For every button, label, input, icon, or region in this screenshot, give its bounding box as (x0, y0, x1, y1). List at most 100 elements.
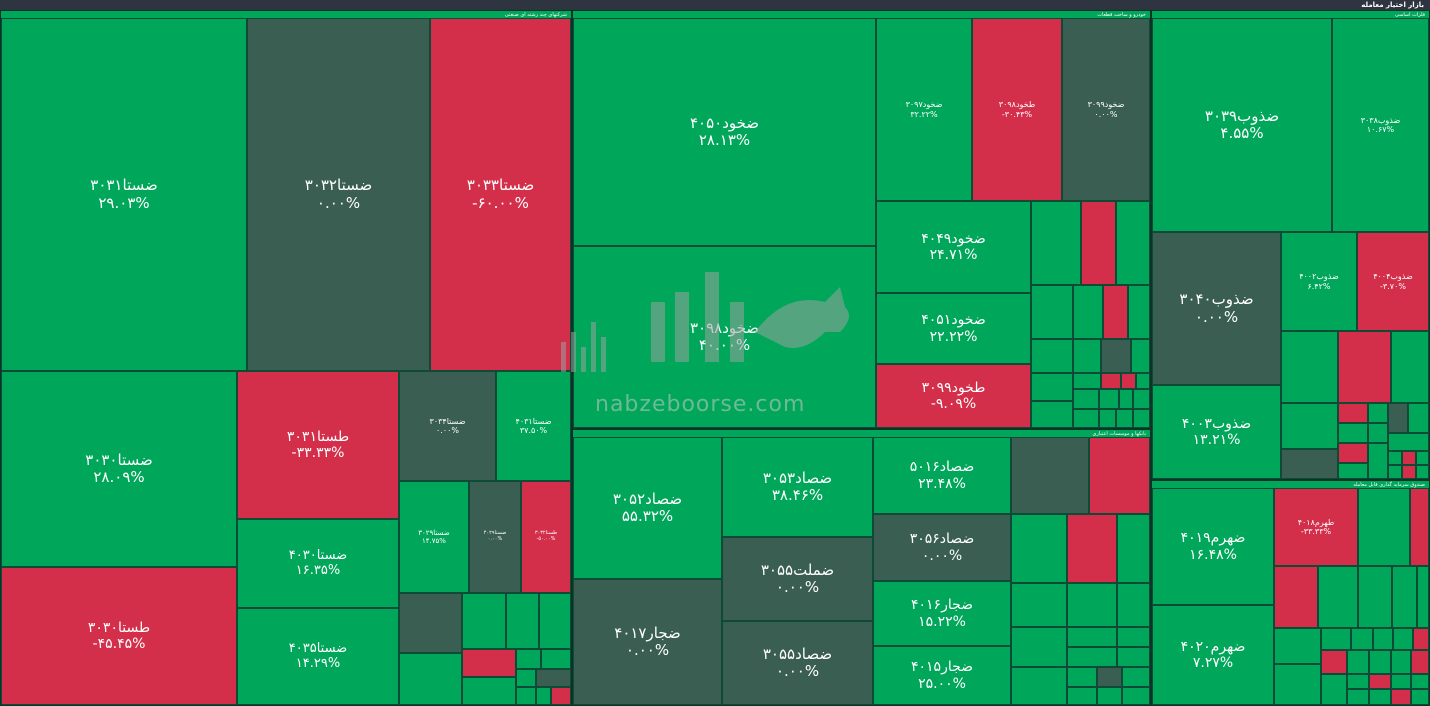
treemap-tile[interactable]: ضستا۳۰۳۳ -۶۰.۰۰% (430, 18, 571, 371)
treemap-tile[interactable]: طستا۳۰۳۲ -۵۰.۰۰% (521, 481, 571, 593)
tile-change: ۲۲.۲۲% (929, 328, 978, 345)
tile-change: ۶.۴۲% (1307, 281, 1331, 291)
treemap-tile[interactable]: ضذوب۳۰۳۸ ۱۰.۶۷% (1332, 18, 1429, 232)
tile-change: -۹.۰۹% (930, 396, 977, 412)
tile-change: ۲۸.۱۳% (698, 131, 751, 149)
treemap-tile[interactable]: ضصاد۵۰۱۶ ۲۳.۴۸% (873, 437, 1011, 514)
treemap-tile[interactable]: ضذوب۴۰۰۳ ۱۳.۲۱% (1152, 385, 1281, 479)
tile-change: -۵۰.۰۰% (536, 536, 556, 542)
tile-symbol: ضستا۳۰۲۹ (418, 528, 450, 537)
tile-change: -۳۳.۳۳% (291, 445, 345, 461)
treemap-tile[interactable]: ضهرم۴۰۲۰ ۷.۲۷% (1152, 605, 1274, 705)
tile-symbol: ضذوب۳۰۳۹ (1204, 106, 1280, 125)
treemap-tile[interactable]: ضذوب۴۰۰۴ -۳.۷۰% (1357, 232, 1429, 331)
treemap-tile[interactable]: ضخود۴۰۴۹ ۲۴.۷۱% (876, 201, 1031, 293)
treemap-tile[interactable]: ضصاد۳۰۵۲ ۵۵.۳۲% (573, 437, 722, 579)
tile-symbol: ضذوب۳۰۴۰ (1179, 290, 1254, 309)
tile-symbol: ضخود۳۰۹۸ (689, 318, 760, 337)
treemap-tile[interactable]: ضستا۳۰۳۲ ۰.۰۰% (247, 18, 430, 371)
tile-change: ۳۸.۴۶% (771, 486, 824, 504)
tile-symbol: ضستا۳۰۳۴ (429, 416, 466, 426)
small-tiles-cluster[interactable] (1281, 331, 1429, 479)
treemap-tile[interactable]: طخود۳۰۹۹ -۹.۰۹% (876, 364, 1031, 428)
treemap-tile[interactable]: ضجار۴۰۱۵ ۲۵.۰۰% (873, 646, 1011, 705)
treemap-tile[interactable]: ضذوب۳۰۴۰ ۰.۰۰% (1152, 232, 1281, 385)
tile-change: ۲۸.۰۹% (93, 468, 145, 486)
treemap-tile[interactable]: ضستا۳۰۲۹ ۱۴.۷۵% (399, 481, 469, 593)
treemap-tile[interactable]: ضستا۴۰۳۱ ۳۷.۵۰% (496, 371, 571, 481)
tile-change: ۰.۰۰% (775, 578, 820, 596)
tile-symbol: ضستا۳۰۳۳ (466, 176, 535, 195)
tile-symbol: ضهرم۴۰۲۰ (1180, 638, 1246, 655)
tile-symbol: ضذوب۳۰۳۸ (1360, 115, 1401, 125)
treemap-tile[interactable]: ضذوب۴۰۰۲ ۶.۴۲% (1281, 232, 1357, 331)
tile-change: ۲۵.۰۰% (918, 675, 966, 692)
treemap-tile[interactable]: ضهرم۴۰۱۹ ۱۶.۴۸% (1152, 488, 1274, 605)
tile-change: ۵۵.۳۲% (621, 507, 674, 525)
treemap-tile[interactable]: ضجار۴۰۱۶ ۱۵.۲۲% (873, 581, 1011, 646)
treemap-tile[interactable]: ضصاد۳۰۵۵ ۰.۰۰% (722, 621, 873, 705)
tile-symbol: طهرم۴۰۱۸ (1297, 517, 1335, 527)
treemap-tile[interactable]: طستا۳۰۳۱ -۳۳.۳۳% (237, 371, 399, 519)
small-tiles-cluster[interactable] (399, 593, 571, 705)
tile-change: ۱۶.۳۵% (295, 562, 341, 578)
tile-symbol: ضصاد۳۰۵۳ (762, 468, 833, 487)
sector-title: بانکها و موسسات اعتباری (1092, 431, 1146, 437)
tile-symbol: ضخود۳۰۹۷ (905, 100, 943, 110)
tile-symbol: طستا۳۰۳۰ (87, 619, 151, 636)
tile-change: -۶۰.۰۰% (472, 193, 529, 212)
treemap-tile[interactable]: طستا۳۰۳۰ -۴۵.۴۵% (1, 567, 237, 705)
tile-change: ۱۰.۶۷% (1366, 125, 1395, 134)
treemap-tile[interactable]: ضستا۴۰۲۹ ۰.۰۰% (469, 481, 521, 593)
small-tiles-cluster[interactable] (1011, 437, 1150, 705)
tile-change: -۴۵.۴۵% (92, 636, 146, 652)
tile-change: -۳۰.۴۳% (1001, 109, 1033, 119)
treemap-tile[interactable]: ضخود۴۰۵۱ ۲۲.۲۲% (876, 293, 1031, 364)
tile-change: ۰.۰۰% (921, 547, 963, 564)
treemap-tile[interactable]: ضملت۳۰۵۵ ۰.۰۰% (722, 537, 873, 621)
tile-symbol: ضخود۴۰۵۱ (921, 312, 986, 329)
treemap-tile[interactable]: ضخود۴۰۵۰ ۲۸.۱۳% (573, 18, 876, 246)
treemap-tile[interactable]: طخود۳۰۹۸ -۳۰.۴۳% (972, 18, 1062, 201)
tile-symbol: ضصاد۳۰۵۲ (612, 489, 683, 508)
small-tiles-cluster[interactable] (1274, 488, 1429, 705)
tile-symbol: طستا۳۰۳۱ (286, 428, 350, 445)
sector-title: فلزات اساسی (1395, 12, 1425, 18)
tile-symbol: ضستا۳۰۳۲ (304, 176, 373, 195)
treemap-tile[interactable]: ضستا۴۰۳۰ ۱۶.۳۵% (237, 519, 399, 608)
tile-change: ۰.۰۰% (625, 641, 670, 659)
small-tiles-cluster[interactable] (1031, 201, 1150, 428)
treemap-tile[interactable]: ضخود۳۰۹۸ ۴۰.۰۰% (573, 246, 876, 428)
treemap-tile[interactable]: ضستا۴۰۳۵ ۱۴.۲۹% (237, 608, 399, 705)
sector-header: صندوق سرمایه گذاری قابل معامله (1152, 481, 1429, 489)
treemap-tile[interactable]: طهرم۴۰۱۸ -۳۳.۳۳% (1274, 488, 1358, 566)
sector-title: شرکتهای چند رشته ای صنعتی (504, 12, 567, 18)
tile-change: -۳۳.۳۳% (1300, 527, 1332, 536)
tile-change: ۱۶.۴۸% (1189, 546, 1237, 563)
tile-symbol: ضجار۴۰۱۶ (910, 597, 974, 614)
sector-header: فلزات اساسی (1152, 11, 1429, 19)
tile-symbol: ضهرم۴۰۱۹ (1180, 530, 1246, 547)
sector-header: شرکتهای چند رشته ای صنعتی (1, 11, 571, 19)
treemap-tile[interactable]: ضستا۳۰۳۴ ۰.۰۰% (399, 371, 496, 481)
treemap-tile[interactable]: ضستا۳۰۳۰ ۲۸.۰۹% (1, 371, 237, 567)
tile-change: ۷.۲۷% (1192, 655, 1234, 671)
treemap-tile[interactable]: ضخود۳۰۹۷ ۳۲.۲۲% (876, 18, 972, 201)
tile-change: ۳۷.۵۰% (519, 426, 548, 435)
tile-symbol: ضملت۳۰۵۵ (760, 560, 835, 579)
treemap-tile[interactable]: ضذوب۳۰۳۹ ۴.۵۵% (1152, 18, 1332, 232)
tile-symbol: ضصاد۳۰۵۵ (762, 644, 833, 663)
treemap-tile[interactable]: ضصاد۳۰۵۶ ۰.۰۰% (873, 514, 1011, 581)
tile-change: ۱۴.۷۵% (422, 537, 446, 545)
treemap-tile[interactable]: ضستا۳۰۳۱ ۲۹.۰۳% (1, 18, 247, 371)
sector-title: صندوق سرمایه گذاری قابل معامله (1353, 482, 1425, 488)
tile-symbol: طستا۳۰۳۲ (534, 530, 558, 537)
market-map-header: بازار اختیار معامله (0, 0, 1430, 10)
tile-symbol: ضجار۴۰۱۷ (614, 623, 681, 642)
treemap-tile[interactable]: ضصاد۳۰۵۳ ۳۸.۴۶% (722, 437, 873, 537)
tile-symbol: ضذوب۴۰۰۲ (1299, 272, 1339, 282)
tile-symbol: ضخود۴۰۵۰ (689, 113, 760, 132)
treemap-tile[interactable]: ضخود۳۰۹۹ ۰.۰۰% (1062, 18, 1150, 201)
treemap-tile[interactable]: ضجار۴۰۱۷ ۰.۰۰% (573, 579, 722, 705)
tile-symbol: ضستا۴۰۳۵ (288, 640, 348, 656)
